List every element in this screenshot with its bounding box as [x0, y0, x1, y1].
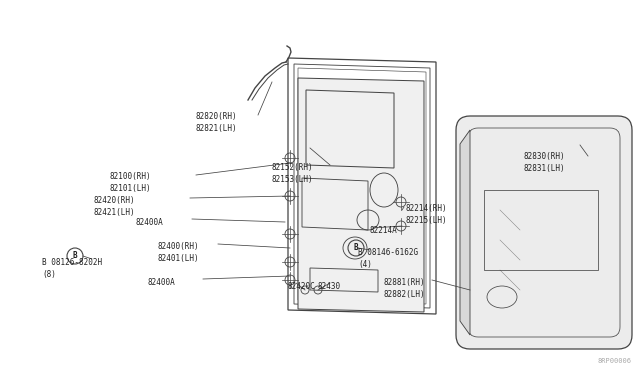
Text: 82400A: 82400A: [135, 218, 163, 227]
Text: B: B: [354, 244, 358, 253]
Text: 82214(RH)
82215(LH): 82214(RH) 82215(LH): [406, 204, 447, 225]
Polygon shape: [460, 130, 470, 335]
Text: B 08126-8202H
(8): B 08126-8202H (8): [42, 258, 102, 279]
Polygon shape: [298, 78, 424, 312]
FancyBboxPatch shape: [468, 128, 620, 337]
Text: B: B: [73, 251, 77, 260]
Text: 82430: 82430: [318, 282, 341, 291]
Text: 82152(RH)
82153(LH): 82152(RH) 82153(LH): [272, 163, 314, 184]
Text: 82420(RH)
82421(LH): 82420(RH) 82421(LH): [93, 196, 134, 217]
Text: 82400A: 82400A: [148, 278, 176, 287]
Text: 82400(RH)
82401(LH): 82400(RH) 82401(LH): [158, 242, 200, 263]
Text: 82100(RH)
82101(LH): 82100(RH) 82101(LH): [110, 172, 152, 193]
Text: 82214A: 82214A: [370, 226, 397, 235]
Text: 82820(RH)
82821(LH): 82820(RH) 82821(LH): [195, 112, 237, 133]
Text: 82881(RH)
82882(LH): 82881(RH) 82882(LH): [383, 278, 424, 299]
Text: B 08146-6162G
(4): B 08146-6162G (4): [358, 248, 418, 269]
Text: 8RP00006: 8RP00006: [598, 358, 632, 364]
Text: 82830(RH)
82831(LH): 82830(RH) 82831(LH): [524, 152, 566, 173]
FancyBboxPatch shape: [456, 116, 632, 349]
Text: 82420C: 82420C: [288, 282, 316, 291]
